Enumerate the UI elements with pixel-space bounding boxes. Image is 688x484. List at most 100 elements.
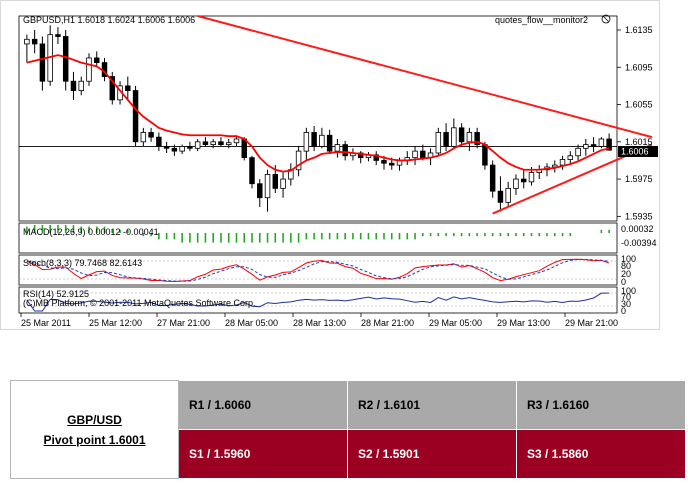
candle-body: [389, 162, 395, 166]
candle-body: [140, 132, 147, 143]
candle: [257, 179, 263, 208]
grid-layer: [617, 29, 621, 217]
rsi-line: [26, 292, 610, 312]
time-tick-label: 28 Mar 21:00: [361, 318, 414, 328]
candle-body: [303, 132, 310, 152]
price-tick-label: 1.6055: [625, 100, 653, 110]
candle-body: [55, 34, 61, 37]
time-tick-label: 25 Mar 12:00: [89, 318, 142, 328]
candle: [24, 34, 30, 63]
candle-body: [420, 150, 426, 159]
macd-label: MACD(12,26,9) 0.00012 -0.00041: [23, 227, 159, 237]
candle: [202, 137, 209, 147]
candle: [451, 118, 457, 149]
candle-body: [466, 132, 473, 143]
time-tick-label: 28 Mar 13:00: [293, 318, 346, 328]
candle-body: [218, 141, 224, 145]
candle-body: [78, 80, 84, 91]
price-tick-label: 1.6015: [625, 137, 653, 147]
candle-body: [319, 134, 325, 147]
candle-body: [179, 146, 185, 152]
close-indicator-icon[interactable]: [601, 14, 611, 24]
stochastic-signal-line: [26, 258, 610, 282]
candle-body: [233, 138, 240, 144]
price-tick-label: 1.5935: [625, 211, 653, 221]
rsi-tick-30: 30: [621, 299, 631, 309]
candle-body: [489, 164, 496, 192]
candle: [466, 127, 473, 152]
candle-body: [86, 57, 92, 82]
time-tick-label: 27 Mar 21:00: [157, 318, 210, 328]
candle-body: [148, 132, 154, 138]
candle-body: [505, 187, 511, 203]
candle: [70, 71, 77, 100]
copyright-label: (C)MB Platform, © 2001-2011 MetaQuotes S…: [23, 298, 256, 308]
candle-body: [194, 141, 201, 149]
time-tick-label: 29 Mar 13:00: [497, 318, 550, 328]
candle: [47, 25, 53, 86]
candle-body: [357, 152, 364, 159]
candle-body: [125, 85, 131, 91]
candle: [590, 137, 597, 153]
current-price-value: 1.6006: [621, 147, 649, 157]
stochastic-pane-border: [18, 254, 618, 286]
stoch-tick-20: 20: [621, 269, 631, 279]
candle-body: [94, 57, 100, 63]
candle-body: [443, 132, 449, 147]
price-tick-label: 1.6095: [625, 62, 653, 72]
candle: [163, 141, 170, 153]
candle: [505, 181, 511, 208]
macd-tick-bottom: -0.00394: [621, 238, 657, 248]
stochastic-label: Stoch(8,3,3) 79.7468 82.6143: [23, 258, 142, 268]
candle: [583, 139, 589, 156]
candle-body: [435, 132, 442, 154]
moving-average-line: [26, 54, 610, 173]
pivot-points-table: GBP/USD Pivot point 1.6001 R1 / 1.6060 R…: [10, 380, 686, 479]
s3-cell: S3 / 1.5860: [516, 429, 686, 479]
candle: [474, 127, 480, 149]
candle: [412, 146, 418, 166]
stochastic-main-line: [26, 258, 610, 283]
candle-body: [412, 150, 418, 159]
candle-body: [31, 38, 38, 45]
candle: [132, 85, 139, 147]
candle: [78, 76, 84, 96]
candle-body: [187, 146, 193, 149]
price-tick-label: 1.6135: [625, 25, 653, 35]
candle: [194, 139, 201, 152]
pair-label: GBP/USD: [67, 412, 122, 427]
chart-window: GBPUSD,H1 1.6018 1.6024 1.6006 1.6006 qu…: [0, 0, 660, 330]
candle-body: [575, 147, 581, 157]
rsi-label: RSI(14) 52.9125: [23, 289, 89, 299]
candle: [373, 151, 379, 166]
candle-body: [458, 127, 465, 143]
candle: [280, 172, 286, 198]
candle: [497, 176, 504, 212]
pivot-point-label: Pivot point 1.6001: [43, 432, 146, 447]
symbol-info-label: GBPUSD,H1 1.6018 1.6024 1.6006 1.6006: [23, 15, 195, 25]
candle-body: [482, 144, 488, 166]
candle-body: [264, 174, 271, 199]
candle-body: [606, 138, 612, 151]
candle: [575, 144, 581, 161]
moving-average-layer: [26, 54, 610, 173]
candle: [86, 53, 92, 86]
s2-cell: S2 / 1.5901: [347, 429, 517, 479]
candle-body: [497, 190, 504, 203]
candle: [249, 155, 255, 189]
candle-body: [528, 172, 535, 183]
candle: [62, 29, 69, 91]
candle-body: [280, 178, 286, 189]
candle: [148, 127, 154, 142]
stoch-tick-0: 0: [621, 277, 626, 287]
r1-cell: R1 / 1.6060: [178, 380, 348, 430]
candle: [606, 133, 612, 151]
candle: [303, 127, 310, 161]
candle: [342, 140, 348, 161]
candle-body: [202, 141, 209, 145]
stochastic-pane: Stoch(8,3,3) 79.7468 82.6143 100 80 20 0: [18, 254, 636, 287]
r2-cell: R2 / 1.6101: [347, 380, 517, 430]
main-price-pane: GBPUSD,H1 1.6018 1.6024 1.6006 1.6006 qu…: [18, 14, 658, 222]
candle: [171, 144, 178, 156]
candle-body: [311, 132, 317, 147]
